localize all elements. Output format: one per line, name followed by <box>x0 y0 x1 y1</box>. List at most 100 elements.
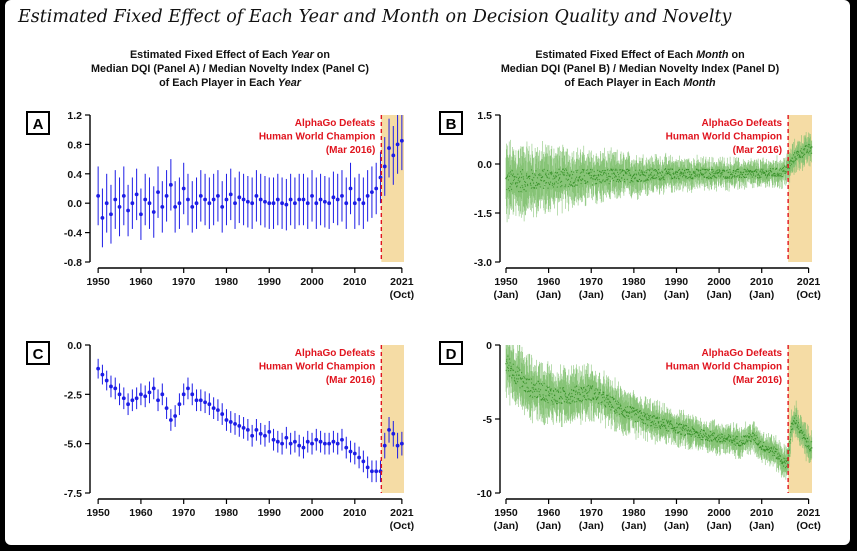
y-tick-label: 0.0 <box>477 159 492 171</box>
x-tick-label: 1960 <box>129 276 153 288</box>
point <box>228 192 233 197</box>
point <box>263 433 267 438</box>
point <box>314 437 319 442</box>
alphago-annotation-line: Human World Champion <box>259 362 375 373</box>
point <box>134 192 139 197</box>
point <box>647 169 649 171</box>
y-tick-label: -7.5 <box>64 488 82 500</box>
point <box>357 197 361 202</box>
x-tick-label: 2000 <box>300 276 324 288</box>
point <box>220 412 225 416</box>
point <box>352 451 357 456</box>
point <box>139 392 143 397</box>
point <box>203 400 207 405</box>
left-column-title: Estimated Fixed Effect of Each Year on M… <box>91 49 369 89</box>
x-tick-sublabel: (Jan) <box>579 289 604 301</box>
point <box>160 392 165 397</box>
x-tick-sublabel: (Jan) <box>579 520 604 532</box>
point <box>134 396 139 401</box>
x-tick-label: 2010 <box>343 507 367 519</box>
point <box>348 449 353 454</box>
point <box>382 443 387 448</box>
point <box>310 441 314 446</box>
point <box>121 193 126 198</box>
point <box>284 435 289 440</box>
x-tick-sublabel: (Oct) <box>390 520 415 532</box>
point <box>357 455 361 460</box>
point <box>198 193 203 198</box>
point <box>198 398 203 403</box>
point <box>267 201 272 206</box>
point <box>263 199 267 204</box>
point <box>374 186 379 191</box>
point <box>100 372 105 377</box>
panel-badge <box>26 111 50 135</box>
point <box>237 424 242 428</box>
alphago-annotation-line: (Mar 2016) <box>326 145 375 156</box>
alphago-annotation-line: Human World Champion <box>666 132 782 143</box>
point <box>100 216 105 220</box>
y-tick-label: -3.0 <box>474 257 492 269</box>
x-tick-label: 1980 <box>215 276 239 288</box>
point <box>181 392 186 397</box>
point <box>207 201 212 206</box>
point <box>724 170 726 172</box>
point <box>618 179 621 181</box>
point <box>811 447 813 449</box>
x-tick-sublabel: (Jan) <box>664 520 689 532</box>
point <box>237 195 242 200</box>
point <box>241 197 246 202</box>
point <box>194 201 199 206</box>
point <box>194 398 199 403</box>
point <box>509 375 511 377</box>
point <box>275 439 280 444</box>
point <box>168 418 173 422</box>
point <box>305 439 310 444</box>
point <box>233 422 237 426</box>
point <box>318 439 323 444</box>
point <box>245 427 250 432</box>
point <box>365 465 370 470</box>
point <box>139 212 143 217</box>
point <box>547 386 549 389</box>
point <box>318 197 323 202</box>
alphago-annotation-line: AlphaGo Defeats <box>295 348 376 359</box>
point <box>117 392 122 397</box>
point <box>250 201 255 206</box>
point <box>109 384 113 389</box>
point <box>811 146 813 148</box>
point <box>700 438 703 441</box>
point <box>220 204 225 209</box>
point <box>387 146 391 150</box>
x-tick-label: 2021 <box>797 507 821 519</box>
x-tick-label: 1970 <box>580 276 604 288</box>
point <box>147 201 152 206</box>
point <box>540 383 543 385</box>
y-tick-label: 0.0 <box>67 340 82 352</box>
figure-title: Estimated Fixed Effect of Each Year and … <box>18 7 732 27</box>
x-tick-sublabel: (Jan) <box>707 520 732 532</box>
panel-c: -7.5 -5.0 -2.5 0.0 1950 1960 1970 1980 1990 2000 2… <box>26 340 415 532</box>
point <box>288 441 293 446</box>
point <box>335 197 340 202</box>
point <box>275 197 280 202</box>
point <box>207 402 212 407</box>
y-tick-label: -5 <box>483 414 492 426</box>
point <box>143 197 148 202</box>
point <box>177 201 182 206</box>
point <box>314 201 319 206</box>
point <box>288 197 293 202</box>
point <box>147 390 152 395</box>
point <box>233 201 237 206</box>
point <box>773 446 775 448</box>
point <box>387 427 391 432</box>
point <box>156 398 160 403</box>
panel-badge <box>26 341 50 365</box>
point <box>702 436 704 438</box>
point <box>684 434 686 437</box>
point <box>305 201 310 206</box>
x-tick-sublabel: (Oct) <box>796 289 821 301</box>
point <box>216 193 220 198</box>
point <box>164 406 169 411</box>
